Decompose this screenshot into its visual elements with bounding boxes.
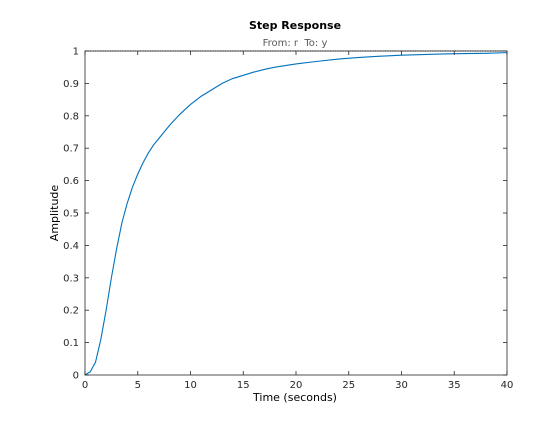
- chart-subtitle: From: r To: y: [263, 38, 328, 49]
- x-tick-label: 30: [395, 380, 408, 391]
- x-tick-label: 25: [342, 380, 355, 391]
- step-response-line: [84, 52, 508, 376]
- y-tick-label: 0.9: [63, 79, 79, 90]
- y-ticks: 0 0.1 0.2 0.3 0.4 0.5 0.6 0.7 0.8 0.9 1: [63, 47, 507, 382]
- series-layer: [84, 52, 508, 376]
- x-tick-label: 5: [135, 380, 141, 391]
- y-axis-label: Amplitude: [48, 185, 61, 242]
- y-tick-label: 0: [73, 371, 79, 382]
- x-axis-label: Time (seconds): [252, 391, 337, 404]
- y-tick-label: 0.4: [63, 241, 79, 252]
- y-tick-label: 0.6: [63, 176, 79, 187]
- x-tick-label: 10: [184, 380, 197, 391]
- y-tick-label: 0.1: [63, 338, 79, 349]
- y-tick-label: 0.2: [63, 306, 79, 317]
- x-tick-label: 35: [448, 380, 461, 391]
- y-tick-label: 0.3: [63, 273, 79, 284]
- x-tick-label: 40: [501, 380, 514, 391]
- chart-title: Step Response: [249, 19, 341, 32]
- x-tick-label: 0: [82, 380, 88, 391]
- x-ticks: 0 5 10 15 20 25 30 35 40: [82, 51, 514, 391]
- y-tick-label: 0.7: [63, 144, 79, 155]
- y-tick-label: 0.8: [63, 111, 79, 122]
- x-tick-label: 15: [237, 380, 250, 391]
- y-tick-label: 1: [73, 47, 79, 58]
- y-tick-label: 0.5: [63, 209, 79, 220]
- x-tick-label: 20: [290, 380, 303, 391]
- axes-box: [84, 50, 508, 376]
